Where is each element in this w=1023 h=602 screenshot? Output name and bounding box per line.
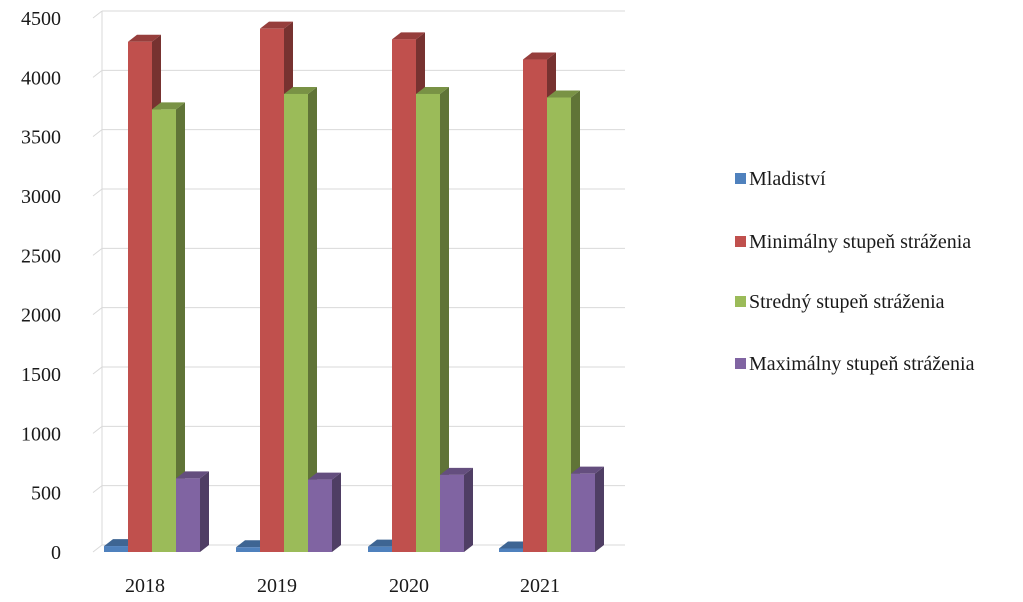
x-tick-label: 2019 [257,575,297,597]
legend-swatch [735,173,746,184]
y-tick-label: 3000 [21,186,61,208]
x-tick-label: 2021 [520,575,560,597]
bar [284,86,317,553]
legend-item: Maximálny stupeň stráženia [735,353,975,375]
gridline-depth [92,425,103,434]
y-tick-label: 0 [51,542,61,564]
gridline-depth [92,366,103,375]
y-tick-label: 1500 [21,364,61,386]
gridline-depth [92,188,103,197]
bar [547,90,580,553]
bar [308,472,341,552]
x-axis-ticks: 2018 2019 2020 2021 [125,575,560,597]
y-tick-label: 4500 [21,8,61,30]
gridline-depth [92,307,103,316]
legend-label: Maximálny stupeň stráženia [749,353,975,375]
y-tick-label: 2500 [21,245,61,267]
bar [440,467,473,552]
gridline-depth [92,10,103,19]
gridline-depth [92,247,103,256]
y-tick-label: 500 [31,483,61,505]
gridline-depth [92,69,103,78]
legend-label: Minimálny stupeň stráženia [749,231,971,253]
legend-swatch [735,358,746,369]
gridline-depth [92,485,103,494]
legend-item: Mladiství [735,168,826,190]
bar [176,471,209,552]
legend-swatch [735,236,746,247]
bar [571,466,604,552]
gridline-depth [92,129,103,138]
bar [152,102,185,552]
legend-label: Stredný stupeň stráženia [749,291,945,313]
x-tick-label: 2020 [389,575,429,597]
y-tick-label: 2000 [21,305,61,327]
bars [104,21,604,553]
y-tick-label: 3500 [21,127,61,149]
x-tick-label: 2018 [125,575,165,597]
y-axis-ticks: 0 500 1000 1500 2000 2500 3000 3500 4000 4500 [21,8,61,564]
legend-label: Mladiství [749,168,826,190]
legend: Mladiství Minimálny stupeň stráženia Stred… [735,168,975,375]
bar [416,86,449,553]
y-tick-label: 1000 [21,423,61,445]
legend-item: Minimálny stupeň stráženia [735,231,971,253]
y-tick-label: 4000 [21,67,61,89]
legend-swatch [735,296,746,307]
legend-item: Stredný stupeň stráženia [735,291,945,313]
gridline-depth [92,544,103,553]
